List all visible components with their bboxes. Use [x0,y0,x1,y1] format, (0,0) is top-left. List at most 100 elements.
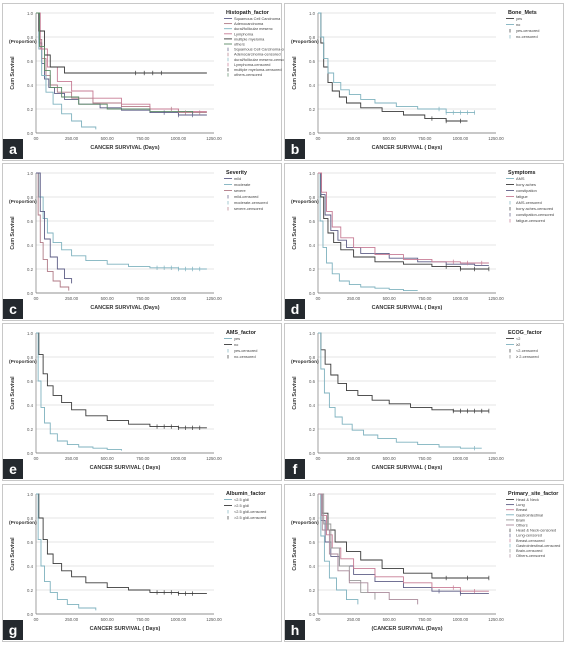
y-tick-label: 0.6 [27,59,34,64]
legend-title: ECOG_factor [508,330,543,336]
survival-curve-1 [36,493,97,611]
x-tick-label: 00 [34,456,39,461]
legend-item: moderate-censored [234,200,268,205]
panel-frame [284,163,564,321]
x-tick-label: 1250.00 [206,296,222,301]
y-tick-label: 0.4 [27,403,34,408]
y-tick-label: 0.8 [27,35,34,40]
legend-item: Lung [516,502,525,507]
survival-curve-3 [318,493,359,605]
legend-item: no [234,342,238,347]
legend-item: Lymphoma [234,31,254,36]
legend-item: AMS-censored [516,200,542,205]
y-tick-label: 0.4 [27,83,34,88]
survival-curve-2 [36,172,73,284]
survival-curve-4 [318,493,376,600]
legend-item: mild [234,176,241,181]
panel-label-badge [285,299,305,319]
panel-frame [2,323,282,481]
survival-curve-3 [318,172,489,264]
legend-item: fatigue-censored [516,218,545,223]
y-tick-label: 0.4 [27,564,34,569]
survival-curve-1 [318,172,489,270]
legend-item: <2-censored [516,348,538,353]
legend-item: bony aches-censored [516,206,553,211]
legend-item: ≥2 [516,342,520,347]
legend-item: fatigue [516,194,528,199]
legend-item: no-censored [234,354,256,359]
panel-label: f [293,461,298,477]
legend-item: Adenocarcinoma [234,21,264,26]
legend-item: Lymphoma-censored [234,62,270,67]
y-tick-label: 1.0 [27,492,34,497]
x-tick-label: 500.00 [383,617,397,622]
y-axis-note: (Proportion) [291,39,319,45]
legend-item: no [516,22,520,27]
legend-item: severe-censored [234,206,263,211]
y-tick-label: 0.6 [27,219,34,224]
y-tick-label: 0.6 [309,59,316,64]
panel-b: 0.0 0.2 0.4 0.6 0.8 1.0 00 250.00 500.00 750.00 10… [284,3,564,161]
legend-title: Histopath_factor [226,10,270,16]
y-tick-label: 1.0 [309,171,316,176]
legend-item: multiple myeloma [234,36,265,41]
x-tick-label: 750.00 [418,617,432,622]
x-tick-label: 00 [316,296,321,301]
legend-title: Severity [226,170,247,176]
y-tick-label: 0.8 [309,195,316,200]
y-axis-note: (Proportion) [291,520,319,526]
y-tick-label: 0.6 [309,379,316,384]
x-tick-label: 250.00 [65,617,79,622]
x-tick-label: 250.00 [347,456,361,461]
survival-curve-0 [318,493,489,579]
legend-item: <2 [516,336,520,341]
y-tick-label: 0.2 [309,107,316,112]
x-tick-label: 1250.00 [488,136,504,141]
panel-label: b [291,141,300,157]
survival-curve-5 [36,12,194,114]
legend-item: moderate [234,182,250,187]
legend-item: <2.5 g/dl [234,497,249,502]
y-tick-label: 0.2 [27,427,34,432]
panel-label-badge [3,299,23,319]
x-tick-label: 00 [34,136,39,141]
y-tick-label: 1.0 [27,331,34,336]
legend-title: Primary_site_factor [508,491,559,497]
legend-item: others-censored [234,72,262,77]
legend-title: Bone_Mets [508,10,537,16]
x-tick-label: 750.00 [136,456,150,461]
legend-title: Albumin_factor [226,491,266,497]
legend-item: Gastrointestinal-censored [516,543,560,548]
panel-label-badge [285,459,305,479]
x-tick-label: 500.00 [383,456,397,461]
x-tick-label: 1000.00 [453,296,469,301]
legend-item: dural/follicular mesenc [234,26,273,31]
y-axis-note: (Proportion) [291,359,319,365]
y-axis-label: Cum Survival [10,376,16,410]
y-tick-label: 0.8 [27,516,34,521]
legend-item: >2.5 g/dl [234,503,249,508]
panel-label: c [9,301,17,317]
x-tick-label: 750.00 [418,296,432,301]
y-axis-note: (Proportion) [9,39,37,45]
x-axis-label: CANCER SURVIVAL ( Days) [90,626,161,632]
x-tick-label: 1000.00 [453,456,469,461]
x-tick-label: 00 [316,456,321,461]
x-tick-label: 1250.00 [206,456,222,461]
panel-frame [284,3,564,161]
x-tick-label: 250.00 [65,296,79,301]
x-tick-label: 750.00 [136,617,150,622]
panel-frame [2,163,282,321]
y-tick-label: 0.6 [309,540,316,545]
survival-curve-2 [318,493,489,592]
panel-label: e [9,461,17,477]
x-tick-label: 1000.00 [171,136,187,141]
legend-item: dural/follicular mesenc-censored [234,57,290,62]
y-tick-label: 0.6 [309,219,316,224]
legend-item: severe [234,188,246,193]
legend-item: <2.5 g/dl-censored [234,509,266,514]
panel-label-badge [285,139,305,159]
y-tick-label: 1.0 [27,171,34,176]
panel-label-badge [3,139,23,159]
legend-item: Brain-censored [516,548,542,553]
